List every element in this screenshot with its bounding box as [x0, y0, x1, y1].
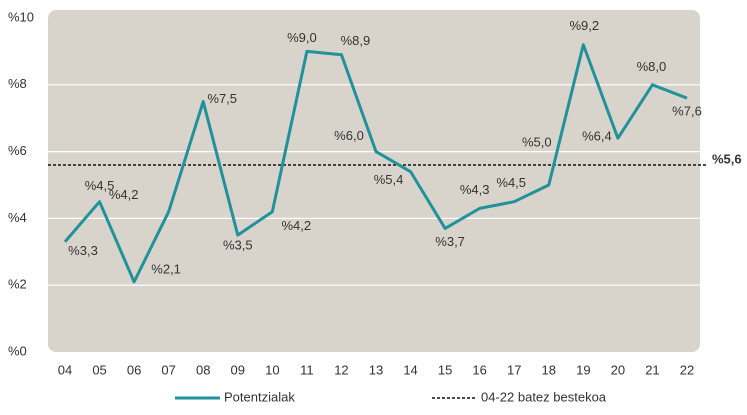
x-tick-label: 18	[542, 362, 556, 377]
x-tick-label: 09	[231, 362, 245, 377]
x-tick-label: 17	[507, 362, 521, 377]
x-tick-label: 04	[58, 362, 72, 377]
data-label: %4,5	[496, 175, 526, 190]
y-tick-label: %6	[8, 143, 27, 158]
x-tick-label: 05	[92, 362, 106, 377]
data-label: %6,0	[334, 128, 364, 143]
x-tick-label: 07	[161, 362, 175, 377]
x-tick-label: 15	[438, 362, 452, 377]
data-label: %9,0	[287, 30, 317, 45]
x-tick-label: 20	[611, 362, 625, 377]
y-tick-label: %0	[8, 343, 27, 358]
x-tick-label: 19	[576, 362, 590, 377]
y-tick-label: %4	[8, 210, 27, 225]
data-label: %7,6	[672, 104, 702, 119]
average-label: %5,6	[712, 151, 742, 166]
y-tick-label: %10	[8, 9, 34, 24]
data-label: %9,2	[570, 18, 600, 33]
data-label: %3,5	[223, 238, 253, 253]
data-label: %4,2	[282, 218, 312, 233]
x-tick-label: 16	[472, 362, 486, 377]
data-label: %8,9	[341, 33, 371, 48]
x-tick-label: 14	[403, 362, 417, 377]
data-label: %3,3	[68, 243, 98, 258]
x-tick-label: 13	[369, 362, 383, 377]
legend-label: Potentzialak	[224, 389, 295, 404]
data-label: %8,0	[637, 59, 667, 74]
y-tick-label: %2	[8, 277, 27, 292]
data-label: %4,5	[85, 178, 115, 193]
x-tick-label: 21	[645, 362, 659, 377]
data-label: %2,1	[151, 261, 181, 276]
data-label: %6,4	[582, 129, 612, 144]
data-line	[63, 43, 688, 284]
x-tick-label: 11	[300, 362, 314, 377]
data-label: %4,2	[109, 187, 139, 202]
x-tick-label: 12	[334, 362, 348, 377]
x-tick-label: 10	[265, 362, 279, 377]
data-label: %5,4	[374, 172, 404, 187]
y-tick-label: %8	[8, 76, 27, 91]
data-label: %7,5	[207, 91, 237, 106]
x-tick-label: 08	[196, 362, 210, 377]
legend-label: 04-22 batez bestekoa	[481, 389, 607, 404]
x-tick-label: 22	[680, 362, 694, 377]
data-label: %4,3	[460, 182, 490, 197]
data-label: %5,0	[522, 134, 552, 149]
x-tick-label: 06	[127, 362, 141, 377]
data-label: %3,7	[435, 234, 465, 249]
plot-background	[48, 10, 700, 352]
